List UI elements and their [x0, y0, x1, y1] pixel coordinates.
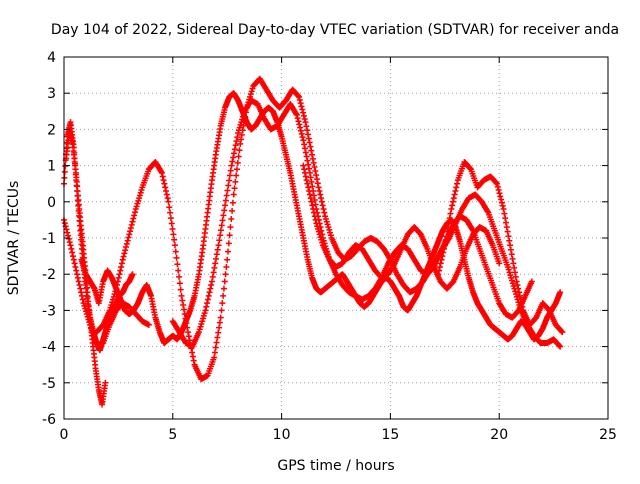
x-axis-label: GPS time / hours: [277, 458, 394, 474]
y-tick-label: -1: [42, 231, 56, 247]
y-axis-label: SDTVAR / TECUs: [6, 181, 22, 296]
series-trace-7: [300, 162, 503, 292]
x-tick-label: 10: [273, 427, 291, 443]
data-point-markers: [435, 158, 566, 336]
y-tick-label: -2: [42, 267, 56, 283]
y-tick-label: 4: [47, 50, 56, 66]
series-trace-8: [435, 158, 566, 336]
series-trace-6: [169, 97, 535, 350]
y-tick-label: -4: [42, 340, 56, 356]
data-points: [61, 75, 566, 408]
x-tick-label: 5: [168, 427, 177, 443]
data-point-markers: [63, 126, 109, 408]
chart-title: Day 104 of 2022, Sidereal Day-to-day VTE…: [51, 22, 619, 38]
y-tick-label: 3: [47, 86, 56, 102]
axis-ticks: 0 5 10 15 20 25 -6 -5 -4 -3 -2 -1 0 1 2 3 4: [42, 50, 617, 443]
data-point-markers: [169, 97, 535, 350]
x-tick-label: 25: [599, 427, 617, 443]
x-tick-label: 15: [381, 427, 399, 443]
x-tick-label: 0: [60, 427, 69, 443]
y-tick-label: 2: [47, 122, 56, 138]
y-tick-label: 1: [47, 159, 56, 175]
series-trace-2: [63, 126, 109, 408]
y-tick-label: 0: [47, 195, 56, 211]
grid: [64, 57, 608, 419]
x-tick-label: 20: [490, 427, 508, 443]
y-tick-label: -3: [42, 303, 56, 319]
data-point-markers: [61, 216, 152, 350]
y-tick-label: -6: [42, 412, 56, 428]
series-trace-3: [61, 216, 152, 350]
data-point-markers: [300, 162, 503, 292]
y-tick-label: -5: [42, 376, 56, 392]
